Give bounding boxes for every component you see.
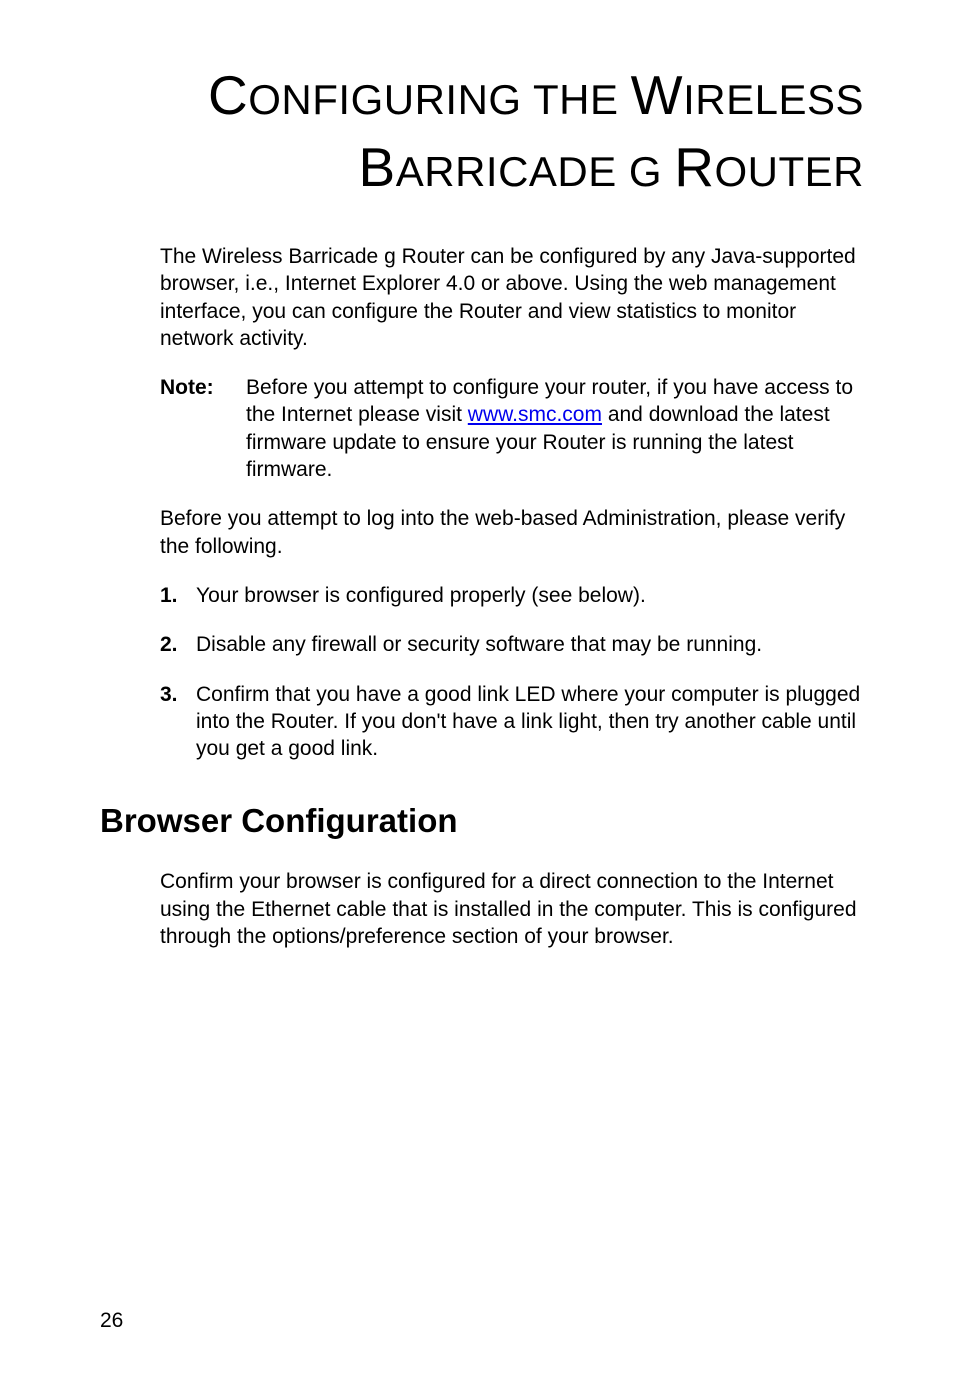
list-number: 2. bbox=[160, 631, 196, 658]
smc-link[interactable]: www.smc.com bbox=[468, 403, 602, 426]
section-paragraph: Confirm your browser is configured for a… bbox=[160, 868, 864, 950]
section-heading: Browser Configuration bbox=[100, 802, 864, 840]
page-number: 26 bbox=[100, 1309, 123, 1333]
intro-paragraph: The Wireless Barricade g Router can be c… bbox=[160, 243, 864, 352]
list-text: Disable any firewall or security softwar… bbox=[196, 631, 864, 658]
note-block: Note: Before you attempt to configure yo… bbox=[160, 374, 864, 483]
note-label: Note: bbox=[160, 374, 246, 483]
before-login-paragraph: Before you attempt to log into the web-b… bbox=[160, 505, 864, 560]
list-text: Your browser is configured properly (see… bbox=[196, 582, 864, 609]
chapter-title: CONFIGURING THE WIRELESS BARRICADE G ROU… bbox=[160, 60, 864, 203]
list-number: 3. bbox=[160, 681, 196, 763]
list-number: 1. bbox=[160, 582, 196, 609]
note-body: Before you attempt to configure your rou… bbox=[246, 374, 864, 483]
list-text: Confirm that you have a good link LED wh… bbox=[196, 681, 864, 763]
list-item: 3. Confirm that you have a good link LED… bbox=[160, 681, 864, 763]
list-item: 2. Disable any firewall or security soft… bbox=[160, 631, 864, 658]
list-item: 1. Your browser is configured properly (… bbox=[160, 582, 864, 609]
